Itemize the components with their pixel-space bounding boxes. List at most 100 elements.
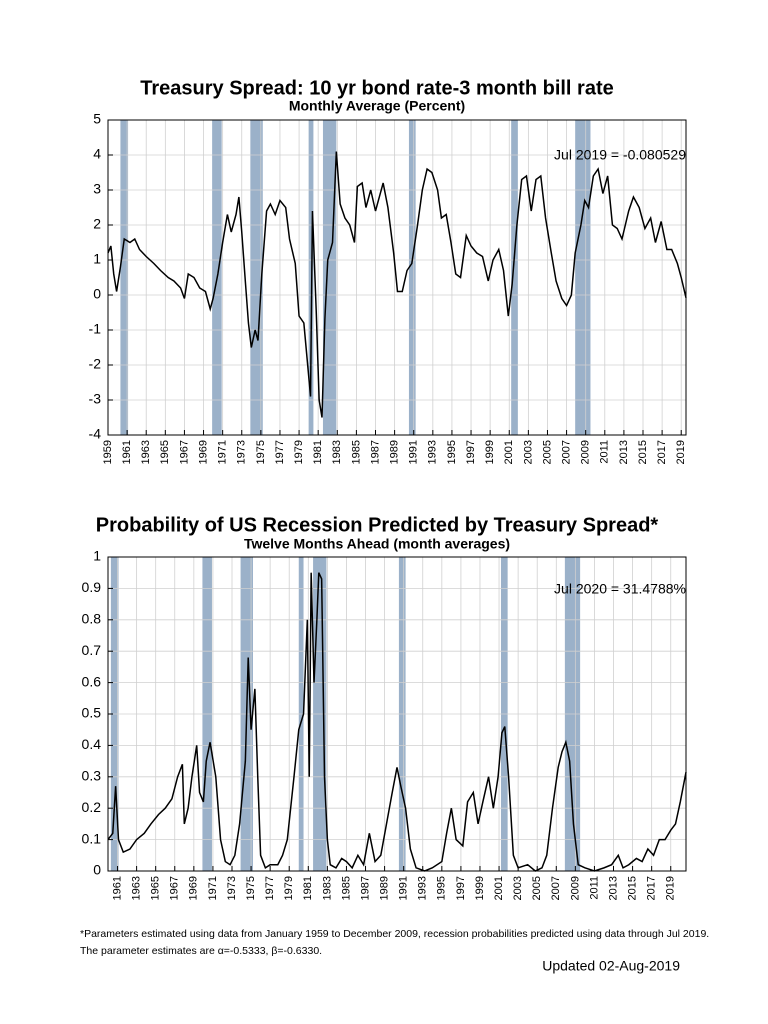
- x-tick-label: 1983: [331, 440, 343, 464]
- x-tick-label: 2011: [588, 876, 600, 900]
- x-tick-label: 2009: [580, 440, 592, 464]
- recession-band: [575, 120, 591, 435]
- data-line: [107, 151, 687, 418]
- x-tick-label: 1991: [398, 876, 410, 900]
- chart-title: Treasury Spread: 10 yr bond rate-3 month…: [140, 77, 613, 99]
- x-tick-label: 1989: [389, 440, 401, 464]
- x-tick-label: 1967: [178, 440, 190, 464]
- x-tick-label: 1989: [379, 876, 391, 900]
- y-tick-label: 0.3: [82, 768, 102, 784]
- chart-subtitle: Twelve Months Ahead (month averages): [244, 536, 510, 552]
- x-tick-label: 2003: [512, 876, 524, 900]
- x-tick-label: 1999: [484, 440, 496, 464]
- y-tick-label: 0.4: [82, 736, 102, 752]
- x-tick-label: 1995: [436, 876, 448, 900]
- x-tick-label: 1969: [188, 876, 200, 900]
- x-tick-label: 2015: [626, 876, 638, 900]
- x-tick-label: 2005: [541, 440, 553, 464]
- y-tick-label: -4: [89, 426, 102, 442]
- annotation: Jul 2019 = -0.080529: [554, 147, 686, 163]
- x-tick-label: 2013: [607, 876, 619, 900]
- y-tick-label: 0.1: [82, 830, 102, 846]
- y-tick-label: 1: [93, 548, 101, 564]
- x-tick-label: 1967: [169, 876, 181, 900]
- x-tick-label: 1987: [359, 876, 371, 900]
- y-tick-label: 0.2: [82, 799, 102, 815]
- x-tick-label: 1969: [197, 440, 209, 464]
- y-tick-label: -2: [89, 356, 102, 372]
- x-tick-label: 1971: [207, 876, 219, 900]
- x-tick-label: 1971: [217, 440, 229, 464]
- recession-band: [120, 120, 129, 435]
- x-tick-label: 2007: [550, 876, 562, 900]
- x-tick-label: 1973: [226, 876, 238, 900]
- x-tick-label: 2017: [646, 876, 658, 900]
- y-tick-label: 0.6: [82, 673, 102, 689]
- x-tick-label: 1975: [255, 440, 267, 464]
- x-tick-label: 2017: [656, 440, 668, 464]
- recession-band: [408, 120, 416, 435]
- x-tick-label: 1997: [465, 440, 477, 464]
- x-tick-label: 1995: [446, 440, 458, 464]
- x-tick-label: 1987: [369, 440, 381, 464]
- x-tick-label: 1991: [408, 440, 420, 464]
- x-tick-label: 2007: [560, 440, 572, 464]
- x-tick-label: 1975: [245, 876, 257, 900]
- x-tick-label: 1981: [312, 440, 324, 464]
- x-tick-label: 2019: [675, 440, 687, 464]
- x-tick-label: 2001: [503, 440, 515, 464]
- y-tick-label: 0.7: [82, 642, 102, 658]
- recession-band: [322, 120, 337, 435]
- y-tick-label: 1: [93, 251, 101, 267]
- x-tick-label: 1977: [264, 876, 276, 900]
- x-tick-label: 2013: [618, 440, 630, 464]
- y-tick-label: 4: [93, 146, 101, 162]
- x-tick-label: 1959: [102, 440, 114, 464]
- x-tick-label: 2003: [522, 440, 534, 464]
- data-line: [107, 572, 687, 872]
- updated: Updated 02-Aug-2019: [542, 958, 680, 974]
- x-tick-label: 1983: [321, 876, 333, 900]
- x-tick-label: 1965: [159, 440, 171, 464]
- plot-frame: [107, 119, 687, 436]
- y-tick-label: 0.5: [82, 705, 102, 721]
- footnote: *Parameters estimated using data from Ja…: [80, 928, 709, 940]
- x-tick-label: 1977: [274, 440, 286, 464]
- x-tick-label: 1999: [474, 876, 486, 900]
- recession-band: [511, 120, 518, 435]
- x-tick-label: 1973: [236, 440, 248, 464]
- x-tick-label: 1979: [293, 440, 305, 464]
- x-tick-label: 1961: [121, 440, 133, 464]
- x-tick-label: 2011: [599, 440, 611, 464]
- y-tick-label: -1: [89, 321, 102, 337]
- y-tick-label: -3: [89, 391, 102, 407]
- y-tick-label: 5: [93, 111, 101, 127]
- y-tick-label: 0.8: [82, 611, 102, 627]
- footnote: The parameter estimates are α=-0.5333, β…: [80, 945, 322, 957]
- x-tick-label: 2009: [569, 876, 581, 900]
- y-tick-label: 0: [93, 286, 101, 302]
- x-tick-label: 1961: [111, 876, 123, 900]
- y-tick-label: 0.9: [82, 579, 102, 595]
- x-tick-label: 1997: [455, 876, 467, 900]
- x-tick-label: 1963: [140, 440, 152, 464]
- recession-band: [250, 120, 263, 435]
- x-tick-label: 1993: [427, 440, 439, 464]
- x-tick-label: 1981: [302, 876, 314, 900]
- y-tick-label: 0: [93, 862, 101, 878]
- x-tick-label: 2015: [637, 440, 649, 464]
- y-tick-label: 3: [93, 181, 101, 197]
- x-tick-label: 2005: [531, 876, 543, 900]
- y-tick-label: 2: [93, 216, 101, 232]
- plot-frame: [107, 556, 687, 872]
- x-tick-label: 1993: [417, 876, 429, 900]
- x-tick-label: 1965: [150, 876, 162, 900]
- annotation: Jul 2020 = 31.4788%: [554, 581, 686, 597]
- chart-subtitle: Monthly Average (Percent): [289, 98, 465, 114]
- x-tick-label: 1985: [340, 876, 352, 900]
- x-tick-label: 1985: [350, 440, 362, 464]
- x-tick-label: 2001: [493, 876, 505, 900]
- x-tick-label: 2019: [665, 876, 677, 900]
